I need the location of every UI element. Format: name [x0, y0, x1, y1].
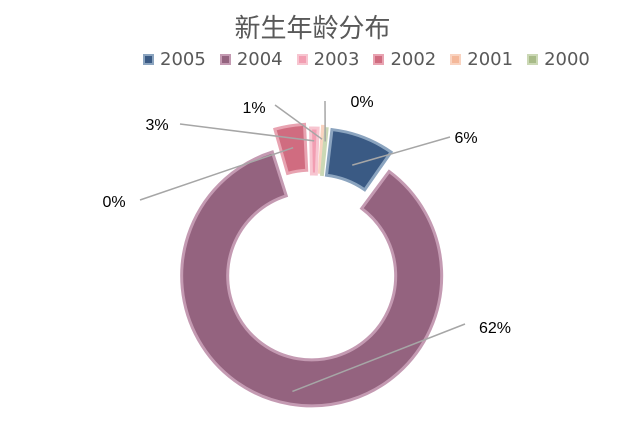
leader-line-2004 — [292, 323, 466, 393]
legend-item-2005[interactable]: 2005 — [143, 49, 206, 70]
legend-label-2000: 2000 — [544, 49, 590, 70]
data-label-2000: 0% — [350, 94, 373, 111]
donut-slice-2001[interactable] — [317, 124, 325, 174]
legend-swatch-2002 — [373, 54, 385, 65]
legend: 2005 2004 2003 2002 2001 2000 — [143, 49, 590, 70]
leader-line-2002 — [139, 146, 294, 201]
legend-label-2001: 2001 — [467, 49, 514, 70]
donut-slice-2005[interactable] — [324, 127, 394, 192]
legend-label-2005: 2005 — [160, 49, 206, 70]
legend-swatch-2005 — [143, 54, 154, 65]
leader-line-2001 — [274, 104, 323, 140]
legend-swatch-2003 — [296, 54, 308, 65]
legend-swatch-2004 — [219, 54, 231, 65]
legend-item-2000[interactable]: 2000 — [527, 49, 590, 70]
legend-item-2002[interactable]: 2002 — [373, 49, 436, 70]
legend-item-2003[interactable]: 2003 — [296, 49, 360, 70]
donut-slice-2003[interactable] — [308, 126, 320, 176]
data-label-2003: 3% — [145, 117, 168, 134]
data-label-2004: 62% — [479, 320, 511, 337]
legend-label-2004: 2004 — [236, 49, 283, 70]
donut-slice-2004[interactable] — [180, 150, 444, 408]
leader-line-2003 — [179, 123, 315, 142]
data-label-2002: 0% — [102, 194, 125, 211]
data-label-2005: 6% — [454, 130, 477, 147]
legend-item-2001[interactable]: 2001 — [450, 49, 513, 70]
data-label-2001: 1% — [242, 100, 265, 117]
legend-label-2002: 2002 — [390, 49, 437, 70]
legend-item-2004[interactable]: 2004 — [219, 49, 283, 70]
chart-title: 新生年龄分布 — [234, 14, 391, 44]
leader-line-2005 — [352, 136, 451, 166]
legend-swatch-2000 — [527, 54, 539, 65]
legend-label-2003: 2003 — [313, 49, 360, 70]
legend-swatch-2001 — [450, 54, 462, 65]
